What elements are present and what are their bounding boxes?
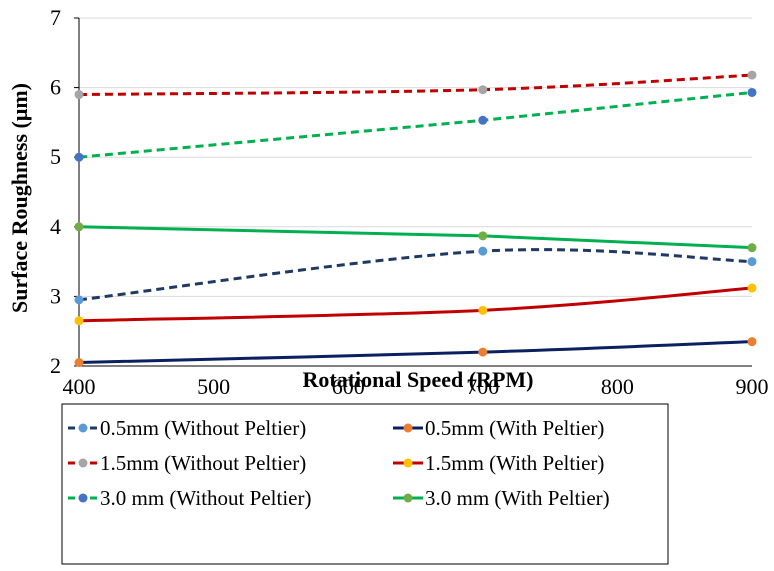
data-point — [74, 295, 84, 305]
x-tick-label: 900 — [736, 374, 769, 399]
data-point — [478, 246, 488, 256]
y-tick-label: 7 — [50, 5, 61, 30]
data-point — [478, 115, 488, 125]
legend-label: 3.0 mm (Without Peltier) — [100, 486, 311, 510]
data-markers — [74, 70, 757, 368]
data-point — [747, 243, 757, 253]
data-point — [747, 337, 757, 347]
legend-marker-swatch — [78, 458, 88, 468]
legend: 0.5mm (Without Peltier) 0.5mm (With Pelti… — [61, 403, 669, 565]
legend-marker-swatch — [403, 423, 413, 433]
x-tick-label: 400 — [63, 374, 96, 399]
y-tick-label: 3 — [50, 283, 61, 308]
series-line-3 — [78, 73, 753, 97]
data-point — [74, 152, 84, 162]
series-line-1 — [78, 248, 753, 302]
series-line-5 — [78, 90, 753, 159]
data-point — [478, 305, 488, 315]
data-point — [74, 316, 84, 326]
legend-marker-swatch — [403, 458, 413, 468]
y-tick-label: 5 — [50, 144, 61, 169]
series-lines — [78, 73, 753, 365]
data-point — [747, 70, 757, 80]
legend-label: 3.0 mm (With Peltier) — [425, 486, 610, 510]
series-line-6 — [78, 225, 753, 250]
legend-label: 0.5mm (Without Peltier) — [100, 416, 306, 440]
x-tick-label: 500 — [197, 374, 230, 399]
y-tick-label: 4 — [50, 214, 61, 239]
legend-items: 0.5mm (Without Peltier) 0.5mm (With Pelti… — [68, 416, 610, 510]
series-line-2 — [78, 340, 753, 365]
y-axis-title: Surface Roughness (μm) — [7, 83, 32, 313]
tick-labels: 2 3 4 5 6 7 400 500 600 700 800 900 — [50, 5, 769, 399]
legend-marker-swatch — [78, 423, 88, 433]
data-point — [478, 85, 488, 95]
series-line-4 — [78, 286, 753, 323]
x-tick-label: 800 — [601, 374, 634, 399]
x-tick-label: 700 — [466, 374, 499, 399]
legend-label: 0.5mm (With Peltier) — [425, 416, 604, 440]
x-axis-title: Rotational Speed (RPM) — [303, 367, 534, 392]
data-point — [74, 222, 84, 232]
legend-label: 1.5mm (Without Peltier) — [100, 451, 306, 475]
legend-marker-swatch — [403, 493, 413, 503]
x-tick-label: 600 — [332, 374, 365, 399]
data-point — [747, 87, 757, 97]
y-tick-label: 6 — [50, 75, 61, 100]
data-point — [74, 358, 84, 368]
data-point — [478, 231, 488, 241]
data-point — [74, 90, 84, 100]
legend-marker-swatch — [78, 493, 88, 503]
data-point — [747, 257, 757, 267]
data-point — [747, 283, 757, 293]
y-tick-label: 2 — [50, 353, 61, 378]
legend-label: 1.5mm (With Peltier) — [425, 451, 604, 475]
legend-box — [61, 403, 669, 565]
data-point — [478, 347, 488, 357]
